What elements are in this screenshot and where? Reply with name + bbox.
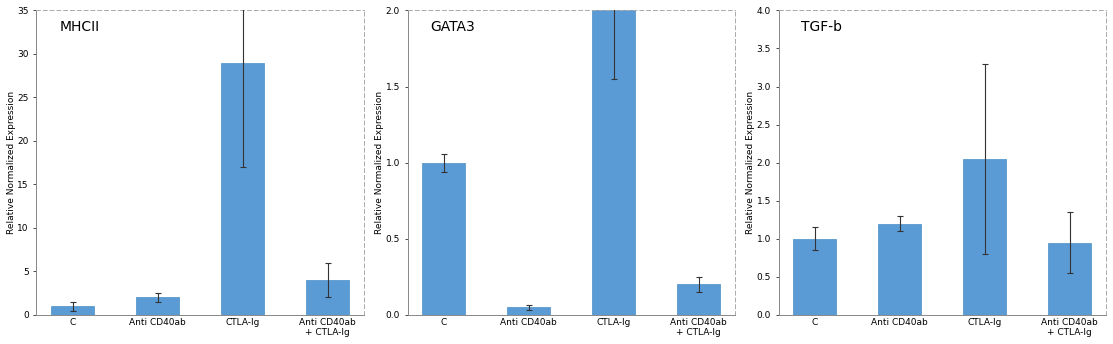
Bar xyxy=(508,307,550,315)
Bar xyxy=(422,163,465,315)
Y-axis label: Relative Normalized Expression: Relative Normalized Expression xyxy=(7,91,16,234)
Bar xyxy=(136,298,179,315)
Text: GATA3: GATA3 xyxy=(431,20,475,34)
Y-axis label: Relative Normalized Expression: Relative Normalized Expression xyxy=(375,91,384,234)
Bar xyxy=(794,239,836,315)
Bar xyxy=(964,159,1006,315)
Bar xyxy=(221,63,264,315)
Bar xyxy=(1048,243,1091,315)
Bar xyxy=(878,224,920,315)
Text: MHCII: MHCII xyxy=(59,20,99,34)
Bar xyxy=(592,10,634,315)
Bar xyxy=(678,284,720,315)
Text: TGF-b: TGF-b xyxy=(801,20,843,34)
Bar xyxy=(51,306,93,315)
Y-axis label: Relative Normalized Expression: Relative Normalized Expression xyxy=(746,91,755,234)
Bar xyxy=(306,280,348,315)
